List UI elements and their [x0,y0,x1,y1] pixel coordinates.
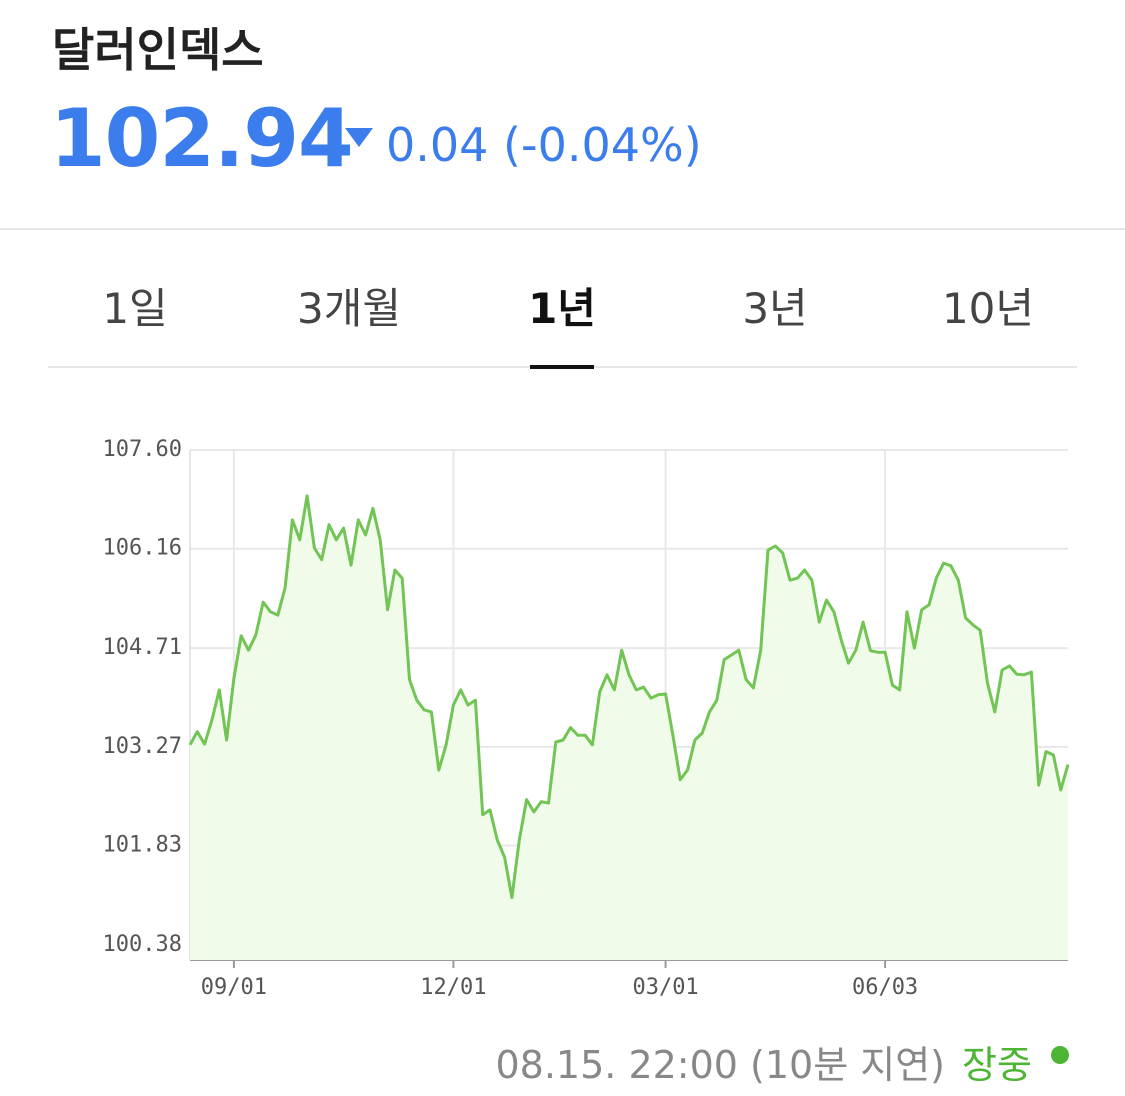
y-tick-label: 100.38 [103,932,182,957]
status-dot [1051,1046,1069,1064]
x-tick-label: 03/01 [632,975,698,1000]
x-tick-label: 06/03 [852,975,918,1000]
y-tick-label: 106.16 [103,536,182,561]
price-change: 0.04 (-0.04%) [386,118,702,172]
title: 달러인덱스 [52,23,264,77]
tab[interactable]: 1년 [528,284,596,333]
y-tick-label: 107.60 [103,437,182,462]
area [190,495,1068,960]
line [188,494,1070,900]
tab-underline [530,365,594,369]
tab[interactable]: 3년 [742,284,808,333]
timestamp: 08.15. 22:00 (10분 지연) [495,1043,946,1087]
market-status: 장중 [962,1043,1032,1087]
x-tick-label: 09/01 [201,975,267,1000]
y-tick-label: 103.27 [103,734,182,759]
x-tick-label: 12/01 [420,975,486,1000]
down-arrow [345,128,373,147]
price: 102.94 [50,92,354,185]
tab[interactable]: 1일 [102,284,168,333]
tab[interactable]: 10년 [941,284,1035,333]
tab[interactable]: 3개월 [296,284,401,333]
y-tick-label: 104.71 [103,635,182,660]
y-tick-label: 101.83 [103,833,182,858]
